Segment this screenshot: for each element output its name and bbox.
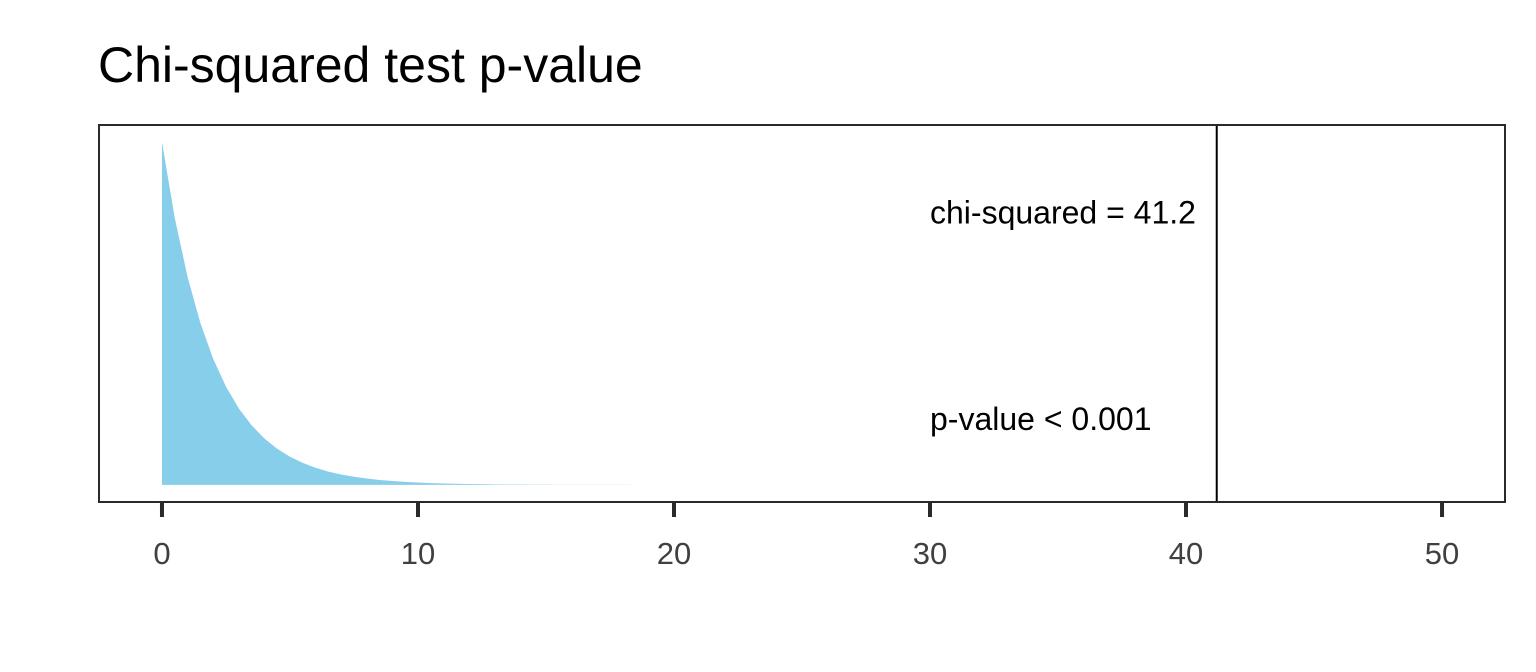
chart-title: Chi-squared test p-value [98,37,643,93]
x-tick-label: 40 [1169,536,1203,571]
x-tick-label: 10 [401,536,435,571]
annotation-label: chi-squared = 41.2 [930,195,1196,231]
x-tick-label: 0 [153,536,170,571]
plot-panel-border [98,124,1506,503]
x-tick-label: 20 [657,536,691,571]
x-tick-label: 30 [913,536,947,571]
density-area [161,142,674,485]
annotation-label: p-value < 0.001 [930,401,1152,437]
x-tick-label: 50 [1425,536,1459,571]
